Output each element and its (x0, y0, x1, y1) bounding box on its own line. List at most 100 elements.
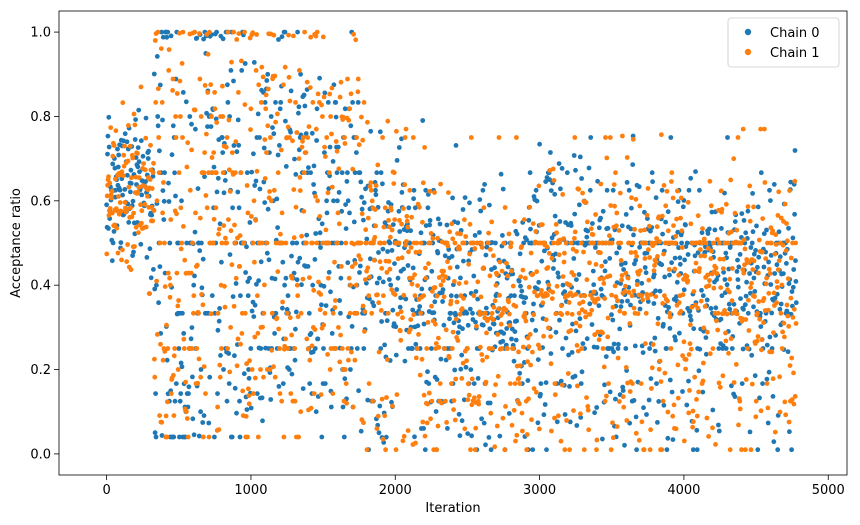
chain-1-point (252, 259, 257, 265)
chain-1-point (448, 298, 454, 304)
chain-1-point (636, 437, 642, 443)
chain-0-point (679, 240, 684, 246)
chain-0-point (692, 253, 698, 259)
chain-1-point (721, 256, 727, 262)
chain-1-point (216, 231, 221, 237)
chain-0-point (528, 226, 533, 232)
chain-1-point (248, 127, 253, 132)
chain-1-point (513, 438, 518, 444)
chain-1-point (355, 76, 361, 82)
chain-1-point (388, 234, 393, 240)
chain-1-point (634, 282, 640, 288)
chain-1-point (442, 346, 447, 351)
chain-0-point (722, 277, 728, 282)
chain-1-point (376, 349, 382, 355)
chain-0-point (151, 71, 157, 77)
chain-1-point (380, 436, 386, 442)
chain-1-point (307, 85, 313, 90)
chain-1-point (343, 381, 349, 386)
chain-1-point (453, 376, 459, 382)
chain-1-point (767, 271, 773, 276)
chain-1-point (615, 298, 621, 303)
chain-1-point (321, 94, 327, 100)
chain-1-point (576, 186, 582, 192)
chain-1-point (228, 228, 234, 234)
chain-0-point (225, 82, 230, 88)
chain-0-point (144, 255, 150, 260)
chain-1-point (631, 305, 637, 311)
chain-1-point (185, 140, 191, 146)
chain-1-point (539, 222, 545, 228)
chain-1-point (397, 328, 403, 334)
chain-0-point (378, 170, 384, 176)
chain-1-point (731, 156, 737, 162)
chain-1-point (594, 437, 600, 443)
chain-0-point (716, 422, 721, 428)
chain-1-point (765, 307, 771, 313)
chain-1-point (660, 398, 666, 404)
chain-1-point (148, 142, 153, 148)
chain-1-point (231, 29, 237, 35)
chain-1-point (595, 329, 601, 335)
chain-1-point (581, 447, 587, 453)
chain-1-point (591, 289, 597, 295)
chain-0-point (618, 281, 623, 286)
chain-1-point (271, 32, 277, 38)
chain-1-point (391, 170, 397, 176)
chain-0-point (171, 434, 177, 440)
chain-0-point (483, 442, 488, 448)
chain-1-point (708, 256, 714, 261)
chain-0-point (219, 259, 224, 265)
chain-1-point (552, 415, 557, 421)
chain-0-point (166, 180, 171, 186)
chain-1-point (764, 275, 769, 281)
chain-0-point (413, 341, 419, 347)
chain-1-point (671, 223, 676, 229)
chain-0-point (214, 29, 220, 35)
chain-0-point (190, 374, 195, 380)
chain-1-point (337, 359, 343, 365)
chain-1-point (281, 82, 286, 88)
chain-1-point (646, 277, 652, 283)
chain-0-point (594, 345, 600, 350)
chain-1-point (151, 208, 157, 214)
chain-0-point (646, 397, 652, 403)
chain-1-point (562, 250, 567, 256)
chain-0-point (155, 123, 161, 129)
chain-1-point (427, 188, 433, 194)
chain-1-point (771, 290, 777, 296)
chain-0-point (632, 343, 638, 349)
chain-1-point (714, 318, 719, 324)
y-axis: 0.00.20.40.60.81.0 (30, 26, 59, 462)
chain-1-point (644, 212, 650, 218)
chain-1-point (289, 275, 295, 281)
chain-1-point (233, 275, 239, 281)
chain-1-point (655, 254, 660, 259)
chain-0-point (276, 37, 281, 42)
chain-1-point (643, 310, 649, 316)
chain-1-point (408, 245, 414, 251)
chain-0-point (471, 381, 477, 386)
chain-0-point (280, 305, 285, 311)
chain-0-point (603, 259, 608, 265)
chain-0-point (723, 250, 729, 256)
chain-1-point (411, 312, 417, 318)
chain-1-point (732, 210, 738, 216)
chain-1-point (600, 346, 606, 351)
chain-1-point (322, 310, 328, 316)
chain-0-point (314, 138, 319, 143)
chain-1-point (578, 411, 583, 417)
chain-0-point (598, 286, 604, 292)
chain-1-point (786, 323, 792, 329)
chain-0-point (258, 346, 264, 351)
chain-1-point (334, 148, 340, 154)
chain-0-point (745, 208, 751, 214)
chain-0-point (559, 166, 565, 171)
chain-0-point (283, 275, 289, 281)
chain-0-point (709, 209, 715, 215)
chain-1-point (393, 447, 399, 453)
chain-1-point (518, 274, 524, 280)
chain-1-point (119, 169, 125, 175)
chain-0-point (755, 264, 760, 270)
chain-1-point (158, 341, 163, 347)
